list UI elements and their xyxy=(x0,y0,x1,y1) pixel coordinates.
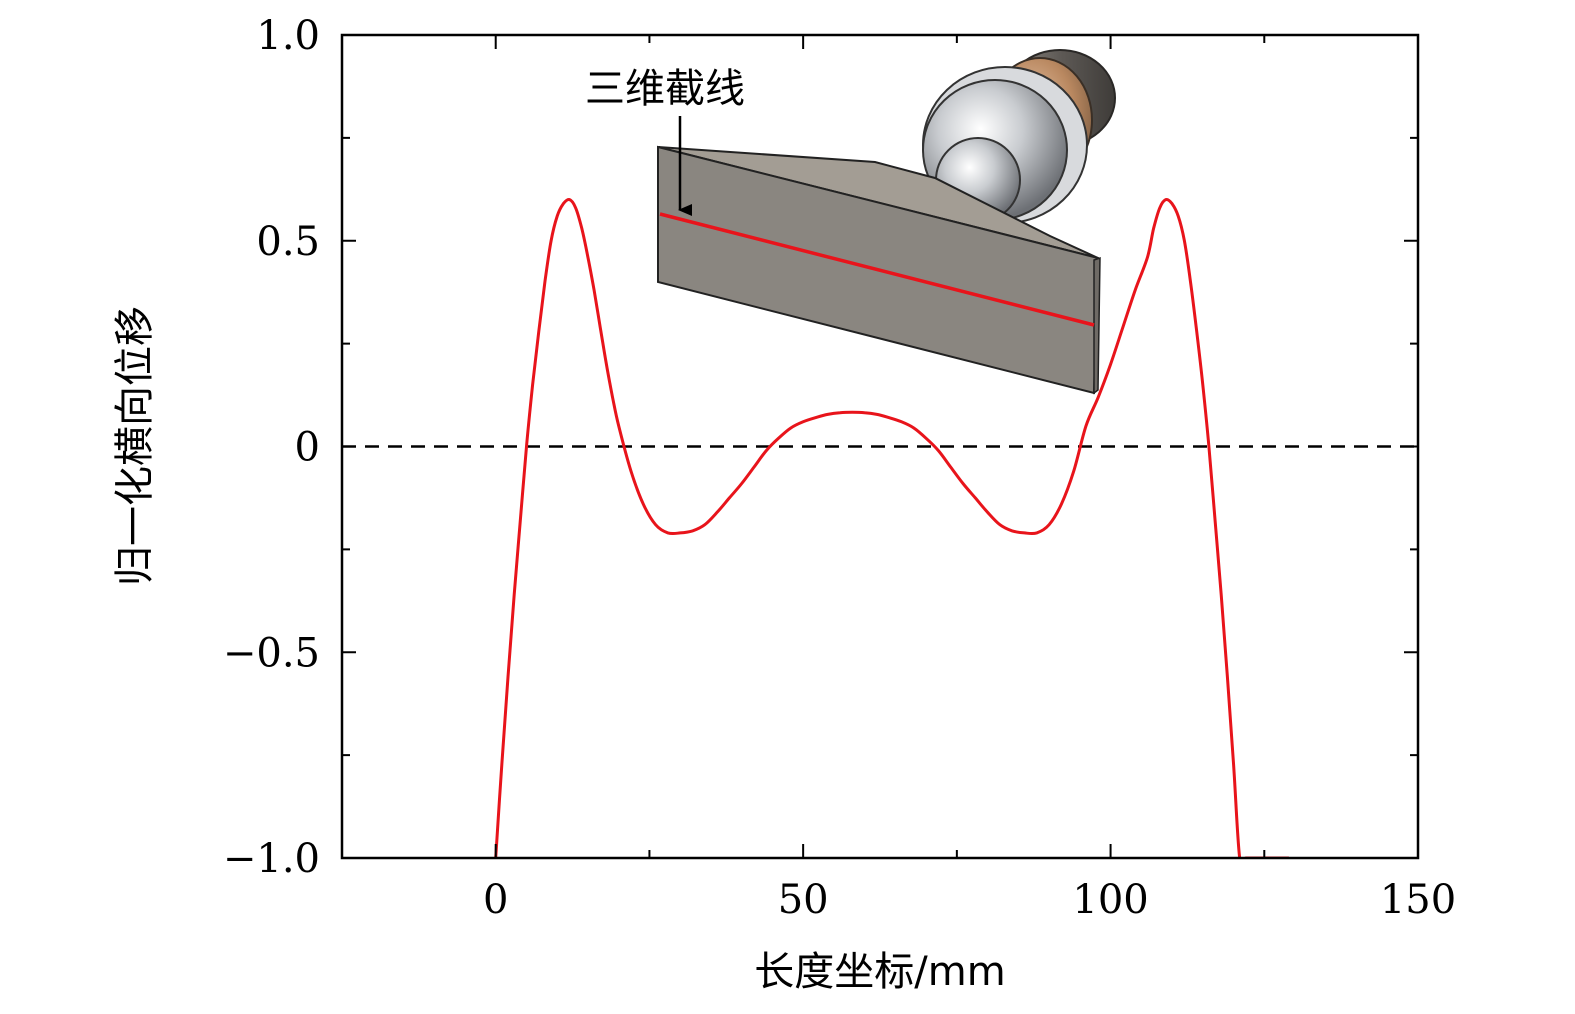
transducer-inset-illustration xyxy=(657,49,1116,395)
x-tick-label: 50 xyxy=(778,877,829,923)
section-line-annotation: 三维截线 xyxy=(585,66,745,112)
y-axis-title: 归一化横向位移 xyxy=(112,306,158,586)
tick-labels-group: 0 50 100 150 1.0 0.5 0 −0.5 −1.0 xyxy=(223,13,1456,923)
series-line xyxy=(494,197,1289,858)
ticks-group xyxy=(342,34,1419,859)
section-line xyxy=(659,212,1095,327)
y-tick-label: −1.0 xyxy=(223,836,320,882)
x-tick-label: 0 xyxy=(483,877,508,923)
y-tick-label: 0.5 xyxy=(256,219,320,265)
x-tick-label: 150 xyxy=(1380,877,1456,923)
y-tick-label: 0 xyxy=(295,425,320,471)
plate-edge xyxy=(1093,256,1101,395)
y-tick-label: −0.5 xyxy=(223,630,320,676)
series-group xyxy=(494,197,1289,858)
y-tick-label: 1.0 xyxy=(256,13,320,59)
x-axis-title: 长度坐标/mm xyxy=(754,949,1005,995)
x-tick-label: 100 xyxy=(1072,877,1148,923)
